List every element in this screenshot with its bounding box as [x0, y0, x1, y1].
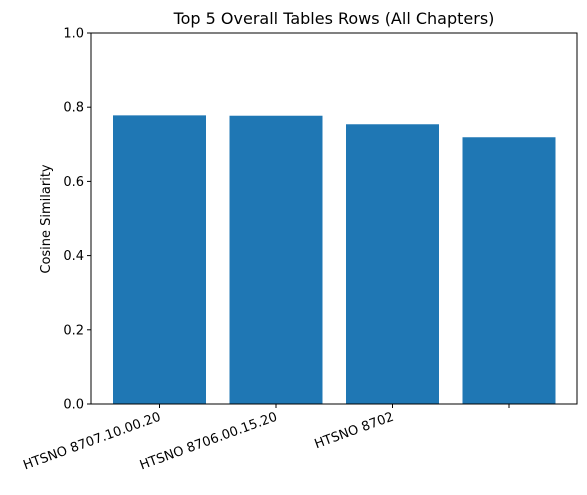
bar [462, 137, 556, 404]
bar [113, 115, 206, 404]
x-tick-label: HTSNO 8702 [313, 410, 396, 453]
y-tick-label: 0.2 [63, 323, 84, 338]
y-tick-label: 1.0 [63, 27, 84, 42]
y-tick-label: 0.8 [63, 101, 84, 116]
bar [229, 115, 323, 404]
y-tick-label: 0.4 [63, 249, 84, 264]
y-axis-ticks: 0.0 0.2 0.4 0.6 0.8 1.0 [63, 27, 91, 413]
y-tick-label: 0.0 [63, 398, 84, 413]
bar [346, 124, 439, 405]
y-tick-label: 0.6 [63, 175, 84, 190]
y-axis-label: Cosine Similarity [39, 164, 54, 274]
bars-group [113, 115, 556, 405]
chart-title: Top 5 Overall Tables Rows (All Chapters) [173, 9, 495, 28]
plot-frame [90, 32, 578, 405]
